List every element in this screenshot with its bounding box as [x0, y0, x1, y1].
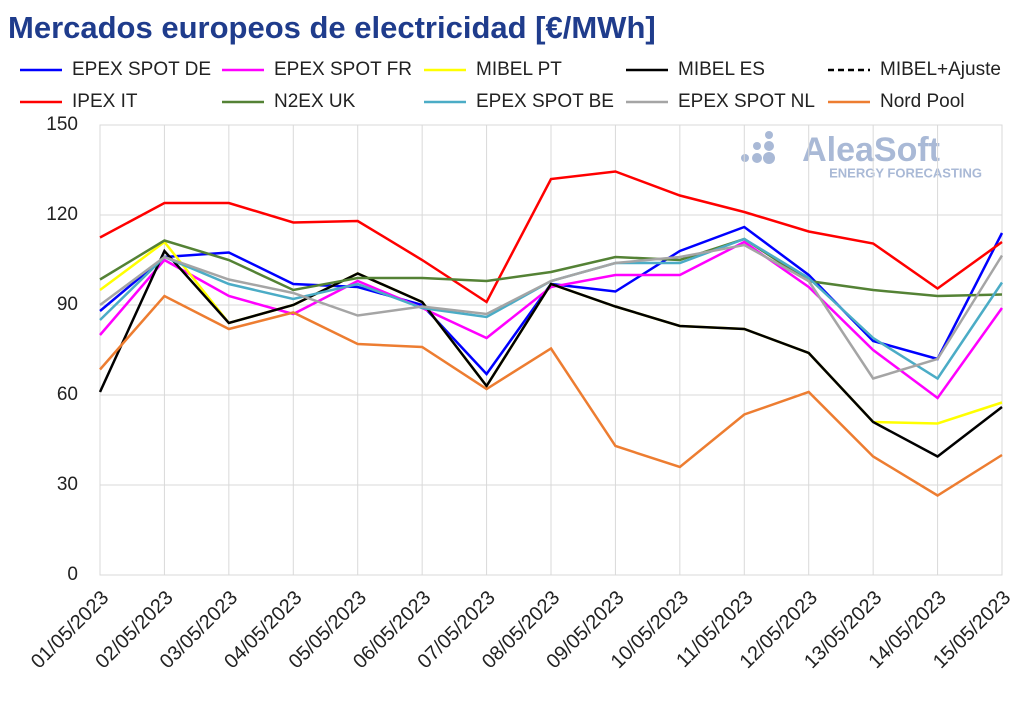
legend-label: EPEX SPOT BE	[476, 91, 614, 112]
legend-label: MIBEL ES	[678, 59, 765, 80]
legend-label: MIBEL PT	[476, 59, 562, 80]
series-line	[99, 237, 1003, 298]
y-tick-label: 60	[57, 384, 78, 405]
legend-label: EPEX SPOT NL	[678, 91, 815, 112]
plot-border	[99, 124, 1003, 576]
watermark: AleaSoft	[802, 131, 940, 169]
legend-label: MIBEL+Ajuste	[880, 59, 1001, 80]
legend-label: Nord Pool	[880, 91, 965, 112]
legend-label: EPEX SPOT DE	[72, 59, 211, 80]
y-tick-label: 0	[67, 564, 78, 585]
series-line	[99, 243, 1004, 380]
legend-label: EPEX SPOT FR	[274, 59, 412, 80]
y-tick-label: 150	[46, 114, 78, 135]
legend-label: N2EX UK	[274, 91, 356, 112]
y-tick-label: 90	[57, 294, 78, 315]
legend-label: IPEX IT	[72, 91, 138, 112]
y-tick-label: 30	[57, 474, 78, 495]
series-line	[98, 248, 1003, 458]
watermark-tagline: ENERGY FORECASTING	[829, 165, 982, 180]
series-line	[99, 240, 1004, 400]
series-line	[99, 170, 1003, 304]
chart-title: Mercados europeos de electricidad [€/MWh…	[8, 10, 656, 45]
y-tick-label: 120	[46, 204, 78, 225]
series-line	[99, 294, 1003, 497]
watermark-dots	[741, 131, 775, 164]
